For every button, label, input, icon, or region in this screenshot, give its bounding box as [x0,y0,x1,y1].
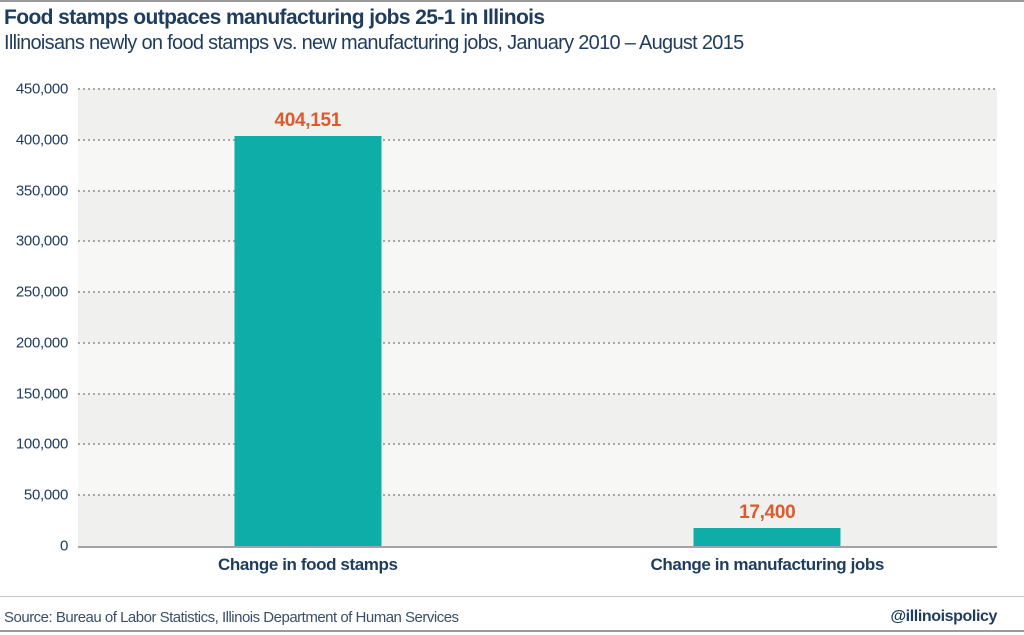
gridline [78,88,997,90]
plot-band [78,139,997,191]
plot-band [78,292,997,343]
plot-band [78,393,997,445]
y-tick-label: 0 [59,537,68,555]
gridline [78,138,997,141]
gridline [78,189,997,192]
x-category-label: Change in food stamps [217,555,398,574]
y-tick-label: 50,000 [23,486,68,504]
y-tick-label: 150,000 [15,385,68,403]
y-axis-tick-labels: 450,000 400,000 350,000 300,000 250,000 200,0… [0,81,68,555]
footer-separator-rule [0,596,1024,597]
chart-title: Food stamps outpaces manufacturing jobs … [4,6,545,29]
x-axis-category-labels: Change in food stamps Change in manufactu… [78,552,997,578]
plot-band [78,89,997,140]
gridline [78,392,997,395]
plot-area: 404,151 17,400 [78,88,997,548]
bottom-border-rule [0,630,1024,632]
twitter-handle: @illinoispolicy [890,608,997,625]
plot-band [78,495,997,546]
y-tick-label: 450,000 [15,80,68,98]
top-border-rule [0,0,1024,2]
chart-subtitle: Illinoisans newly on food stamps vs. new… [4,32,744,54]
bar-manufacturing-jobs [693,528,841,546]
y-tick-label: 400,000 [15,131,68,149]
y-tick-label: 100,000 [15,435,68,453]
bar-value-label: 404,151 [274,109,342,131]
gridline [78,341,997,344]
y-tick-label: 300,000 [15,232,68,250]
x-category-label: Change in manufacturing jobs [650,555,885,574]
plot-band [78,190,997,242]
gridline [78,494,997,497]
bar-value-label: 17,400 [739,502,796,524]
y-tick-label: 250,000 [15,283,68,301]
source-attribution: Source: Bureau of Labor Statistics, Illi… [4,609,459,626]
gridline [78,291,997,294]
plot-band [78,241,997,293]
gridline [78,240,997,243]
gridline [78,443,997,446]
bar-food-stamps [234,135,382,546]
plot-band [78,342,997,394]
plot-band [78,444,997,496]
x-axis-baseline [78,546,997,548]
y-tick-label: 350,000 [15,182,68,200]
y-tick-label: 200,000 [15,334,68,352]
